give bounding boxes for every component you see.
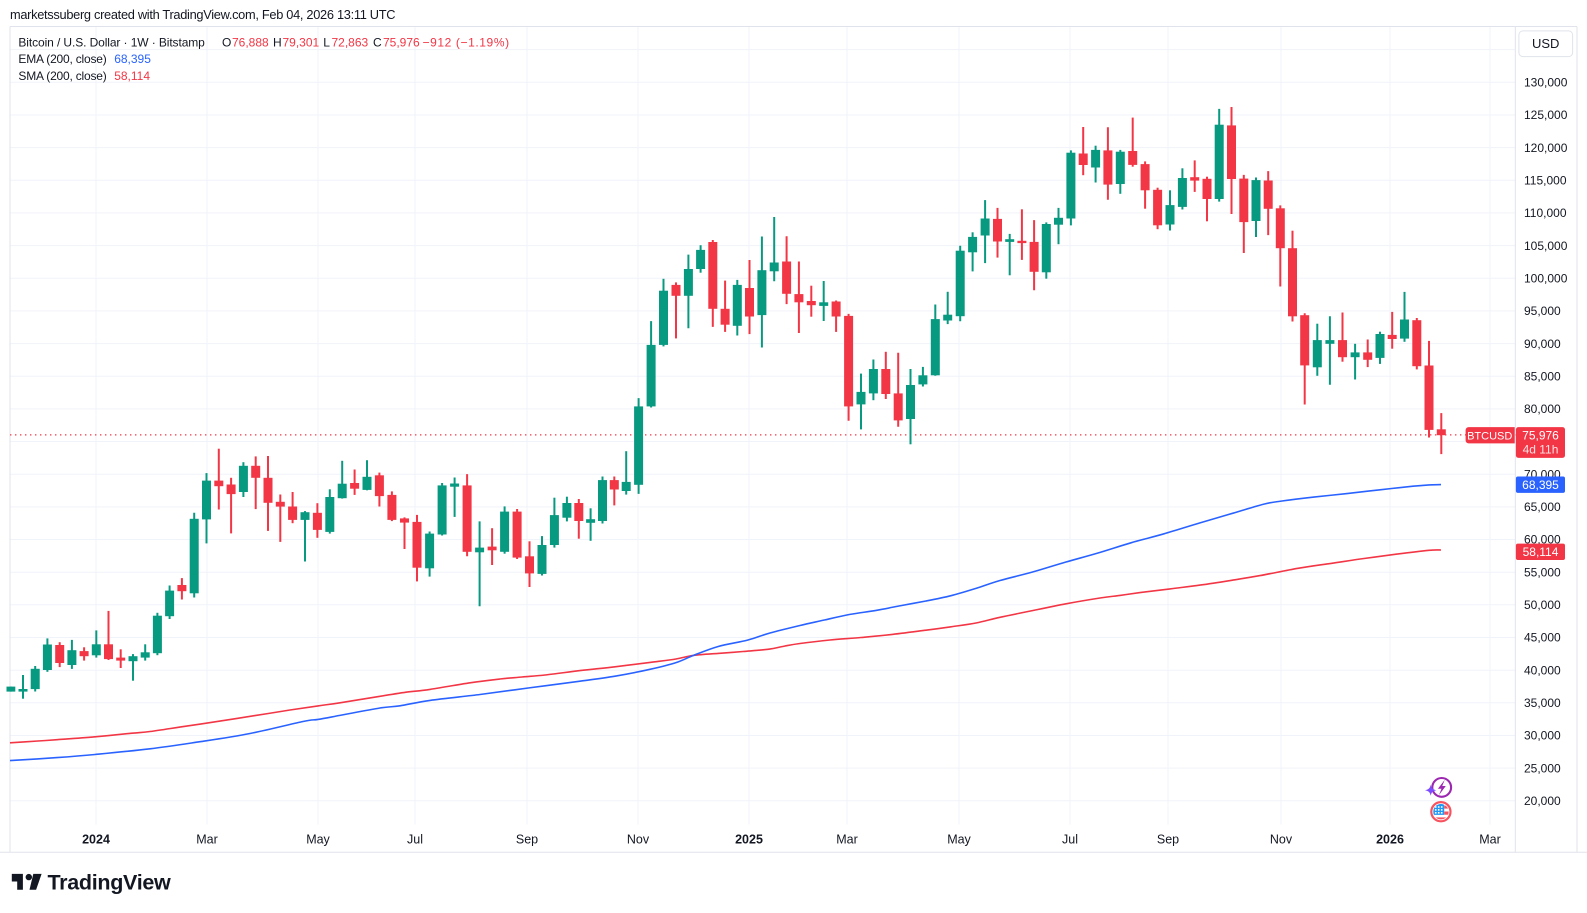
svg-text:95,000: 95,000 — [1524, 304, 1561, 318]
svg-text:80,000: 80,000 — [1524, 402, 1561, 416]
svg-text:2025: 2025 — [735, 832, 763, 846]
svg-text:Mar: Mar — [1479, 832, 1501, 846]
svg-text:110,000: 110,000 — [1524, 206, 1567, 220]
svg-text:L: L — [323, 36, 330, 50]
svg-text:O: O — [222, 36, 231, 50]
svg-text:Bitcoin / U.S. Dollar · 1W · B: Bitcoin / U.S. Dollar · 1W · Bitstamp — [18, 36, 205, 50]
svg-text:H: H — [273, 36, 282, 50]
svg-text:May: May — [306, 832, 330, 846]
svg-text:68,395: 68,395 — [114, 52, 151, 66]
svg-text:4d 11h: 4d 11h — [1523, 443, 1559, 457]
svg-text:2024: 2024 — [82, 832, 110, 846]
svg-text:85,000: 85,000 — [1524, 369, 1561, 383]
svg-text:Jul: Jul — [1062, 832, 1078, 846]
svg-text:65,000: 65,000 — [1524, 500, 1561, 514]
svg-text:25,000: 25,000 — [1524, 761, 1561, 775]
svg-text:Jul: Jul — [407, 832, 423, 846]
svg-text:Sep: Sep — [1157, 832, 1179, 846]
svg-text:125,000: 125,000 — [1524, 108, 1568, 122]
svg-text:Mar: Mar — [196, 832, 218, 846]
svg-text:50,000: 50,000 — [1524, 598, 1561, 612]
svg-text:79,301: 79,301 — [283, 36, 320, 50]
svg-text:EMA (200, close): EMA (200, close) — [18, 52, 106, 66]
svg-text:58,114: 58,114 — [114, 69, 150, 83]
svg-text:BTCUSD: BTCUSD — [1467, 430, 1512, 442]
svg-text:68,395: 68,395 — [1522, 478, 1559, 492]
svg-text:2026: 2026 — [1376, 832, 1404, 846]
svg-text:USD: USD — [1532, 36, 1559, 51]
svg-text:130,000: 130,000 — [1524, 76, 1568, 90]
svg-text:90,000: 90,000 — [1524, 337, 1561, 351]
svg-text:Sep: Sep — [516, 832, 538, 846]
svg-text:C: C — [373, 36, 382, 50]
svg-text:120,000: 120,000 — [1524, 141, 1568, 155]
svg-text:45,000: 45,000 — [1524, 631, 1561, 645]
svg-text:55,000: 55,000 — [1524, 565, 1561, 579]
svg-text:Nov: Nov — [1270, 832, 1293, 846]
svg-text:72,863: 72,863 — [332, 36, 369, 50]
svg-text:Nov: Nov — [627, 832, 650, 846]
svg-text:40,000: 40,000 — [1524, 663, 1561, 677]
svg-text:SMA (200, close): SMA (200, close) — [18, 69, 106, 83]
svg-text:100,000: 100,000 — [1524, 272, 1568, 286]
svg-text:35,000: 35,000 — [1524, 696, 1561, 710]
svg-text:−912 (−1.19%): −912 (−1.19%) — [423, 36, 510, 50]
svg-text:76,888: 76,888 — [232, 36, 269, 50]
svg-text:20,000: 20,000 — [1524, 794, 1561, 808]
svg-text:115,000: 115,000 — [1524, 174, 1567, 188]
svg-text:May: May — [947, 832, 971, 846]
svg-text:58,114: 58,114 — [1523, 545, 1559, 559]
svg-text:TradingView: TradingView — [48, 871, 172, 895]
svg-text:30,000: 30,000 — [1524, 729, 1561, 743]
svg-text:105,000: 105,000 — [1524, 239, 1568, 253]
svg-text:75,976: 75,976 — [383, 36, 420, 50]
svg-text:marketssuberg created with Tra: marketssuberg created with TradingView.c… — [10, 7, 395, 22]
svg-text:75,976: 75,976 — [1522, 429, 1559, 443]
svg-text:Mar: Mar — [836, 832, 858, 846]
svg-text:60,000: 60,000 — [1524, 533, 1561, 547]
